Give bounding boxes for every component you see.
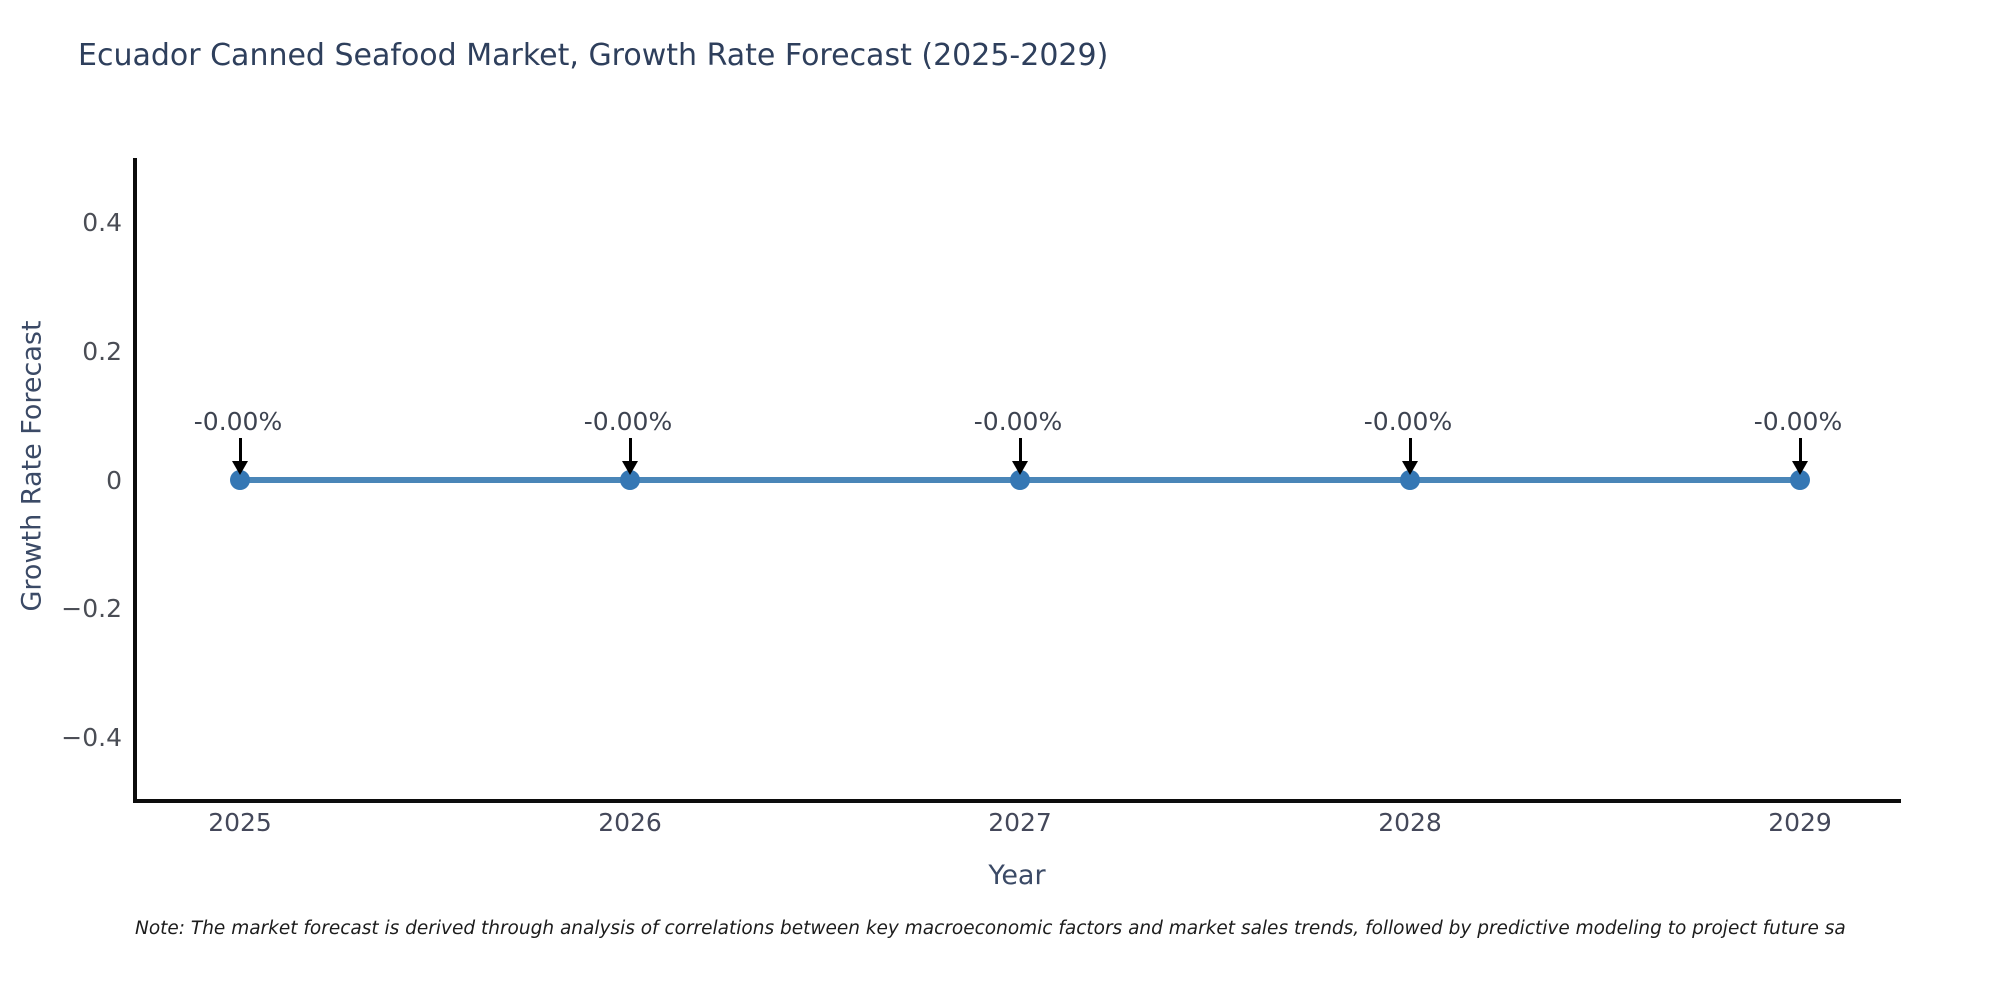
annotation-arrow-head-icon [1012,461,1028,475]
x-tick-label: 2028 [1378,808,1442,837]
x-tick-label: 2026 [598,808,662,837]
y-tick-label: −0.4 [61,723,122,752]
point-annotation-label: -0.00% [1363,407,1453,436]
data-point-marker [1010,470,1030,490]
point-annotation-label: -0.00% [583,407,673,436]
y-tick-label: 0.2 [82,337,122,366]
annotation-arrow-head-icon [232,461,248,475]
point-annotation-label: -0.00% [973,407,1063,436]
annotation-arrow-head-icon [1792,461,1808,475]
x-axis-title: Year [988,860,1046,891]
annotation-arrow-stem [238,438,242,463]
annotation-arrow-head-icon [1402,461,1418,475]
point-annotation-label: -0.00% [193,407,283,436]
data-point-marker [1790,470,1810,490]
x-tick-label: 2029 [1768,808,1832,837]
annotation-arrow-stem [1018,438,1022,463]
y-axis-line [133,158,137,803]
y-tick-label: 0.4 [82,208,122,237]
annotation-arrow-stem [1798,438,1802,463]
annotation-arrow-stem [1408,438,1412,463]
annotation-arrow-head-icon [622,461,638,475]
x-tick-label: 2027 [988,808,1052,837]
annotation-arrow-stem [628,438,632,463]
y-tick-label: 0 [106,466,122,495]
data-point-marker [230,470,250,490]
point-annotation-label: -0.00% [1753,407,1843,436]
y-tick-label: −0.2 [61,594,122,623]
x-tick-label: 2025 [208,808,272,837]
data-point-marker [620,470,640,490]
data-point-marker [1400,470,1420,490]
footnote: Note: The market forecast is derived thr… [135,918,1846,939]
chart-title: Ecuador Canned Seafood Market, Growth Ra… [78,38,1109,73]
x-axis-line [133,799,1901,803]
